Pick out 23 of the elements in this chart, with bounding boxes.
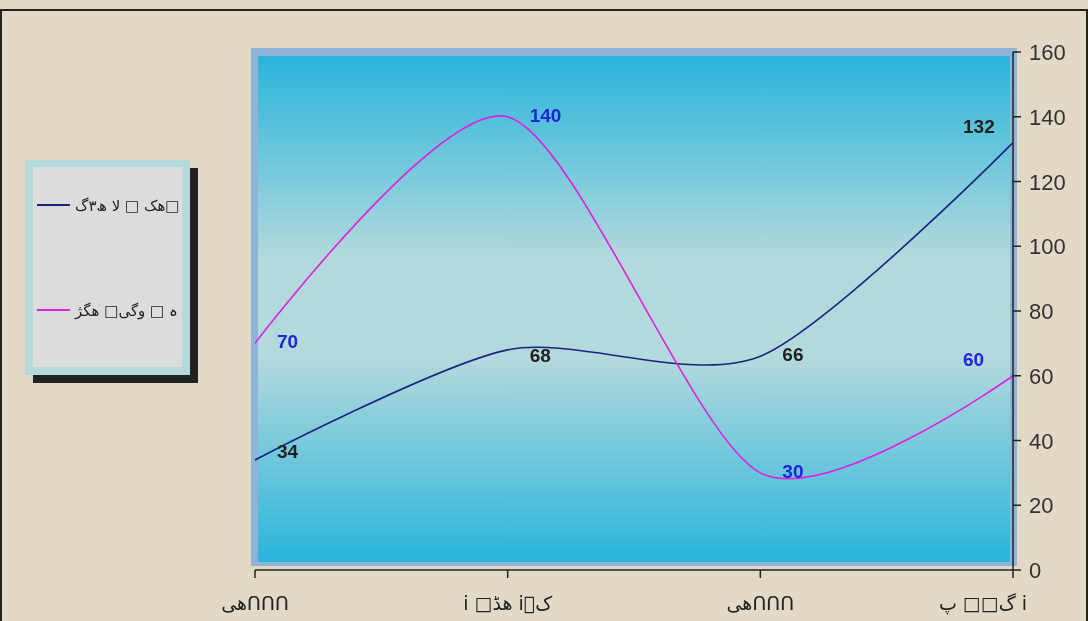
x-tick-label: i □ھڈ iکٖ — [463, 592, 553, 614]
data-label: 30 — [782, 460, 804, 482]
y-tick-label: 100 — [1029, 234, 1066, 260]
x-tick-label: ھیՈՈՈ — [726, 592, 795, 614]
y-tick-label: 120 — [1029, 169, 1066, 195]
y-tick-label: 80 — [1029, 299, 1054, 324]
legend-label: ہ □ وگی□ ھگژ — [74, 302, 179, 320]
y-tick-label: 160 — [1029, 40, 1066, 65]
y-tick-label: 140 — [1029, 104, 1066, 130]
y-tick-label: 40 — [1029, 428, 1054, 454]
y-tick-label: 0 — [1029, 558, 1042, 583]
data-label: 132 — [963, 115, 995, 137]
data-label: 60 — [963, 348, 985, 370]
legend-label: ھک □ لا ھ۳گ□ — [75, 197, 180, 215]
data-label: 140 — [529, 104, 562, 126]
data-label: 70 — [277, 331, 299, 353]
x-tick-label: ھیՈՈՈ — [221, 592, 289, 614]
y-tick-label: 60 — [1029, 363, 1054, 389]
data-label: 68 — [529, 344, 551, 366]
data-label: 34 — [277, 440, 299, 462]
data-label: 66 — [782, 344, 804, 366]
y-tick-label: 20 — [1029, 493, 1054, 519]
x-tick-label: گ□□ پ i — [938, 592, 1028, 615]
